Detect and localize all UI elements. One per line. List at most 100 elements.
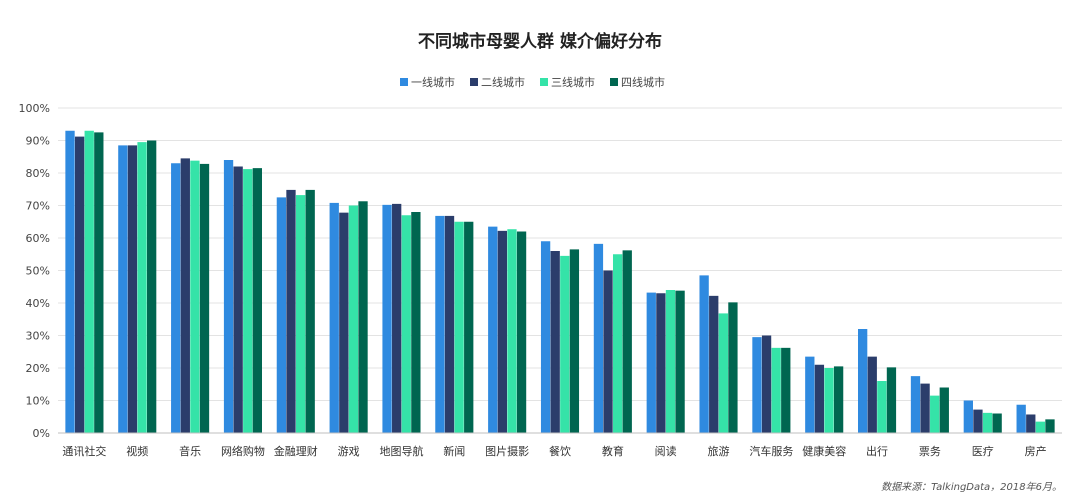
- bar: [603, 270, 613, 433]
- bar: [709, 295, 719, 433]
- bar: [656, 293, 666, 433]
- y-axis-ticks: 0% 10% 20% 30% 40% 50% 60% 70% 80% 90% 100%: [19, 102, 50, 440]
- bar: [612, 254, 623, 433]
- x-tick-label: 旅游: [708, 444, 730, 458]
- bar: [771, 347, 781, 433]
- bar: [910, 376, 921, 434]
- bar: [920, 383, 930, 433]
- x-tick-label: 教育: [602, 444, 624, 458]
- x-tick-label: 健康美容: [802, 444, 846, 458]
- x-tick-label: 出行: [866, 444, 888, 458]
- bar: [223, 160, 234, 433]
- y-tick-label: 90%: [26, 135, 50, 148]
- bar: [243, 169, 253, 433]
- bar: [1045, 419, 1055, 433]
- bar: [805, 356, 815, 434]
- bar: [454, 221, 464, 433]
- y-tick-label: 10%: [26, 395, 50, 408]
- bar: [824, 368, 834, 433]
- y-tick-label: 100%: [19, 102, 50, 115]
- bars: [65, 130, 1055, 434]
- bar: [464, 221, 474, 433]
- x-tick-label: 游戏: [338, 445, 360, 458]
- bar: [497, 230, 508, 433]
- x-tick-label: 餐饮: [549, 444, 571, 458]
- y-tick-label: 50%: [26, 265, 50, 278]
- bar: [963, 400, 973, 433]
- bar: [858, 329, 868, 433]
- y-tick-label: 40%: [26, 297, 50, 310]
- bar: [516, 231, 527, 433]
- legend-label: 一线城市: [411, 75, 455, 89]
- bar: [94, 132, 104, 434]
- bar: [199, 163, 210, 433]
- bar: [675, 290, 685, 433]
- bar: [761, 335, 772, 433]
- legend-label: 二线城市: [481, 75, 525, 89]
- x-axis-labels: 通讯社交 视频 音乐 网络购物 金融理财 游戏 地图导航 新闻 图片摄影 餐饮 教育 阅读 旅游 汽车服务…: [62, 444, 1046, 458]
- bar: [171, 163, 181, 433]
- bar: [752, 337, 762, 434]
- bar: [276, 197, 287, 434]
- bar: [252, 168, 262, 434]
- bar: [190, 160, 200, 433]
- bar: [1026, 414, 1036, 433]
- legend-swatch: [610, 78, 618, 86]
- bar: [992, 413, 1002, 433]
- bar: [339, 212, 349, 433]
- bar: [1016, 404, 1026, 433]
- x-tick-label: 汽车服务: [749, 444, 793, 458]
- legend-item: 三线城市: [540, 75, 595, 89]
- y-tick-label: 80%: [26, 167, 50, 180]
- x-tick-label: 音乐: [179, 444, 201, 458]
- bar: [127, 145, 138, 434]
- y-tick-label: 20%: [26, 362, 50, 375]
- bar: [358, 201, 368, 433]
- bar: [593, 243, 604, 433]
- x-tick-label: 地图导航: [379, 444, 423, 458]
- bar: [646, 292, 656, 433]
- x-tick-label: 通讯社交: [62, 444, 106, 458]
- legend-label: 三线城市: [551, 75, 595, 89]
- bar: [877, 381, 887, 433]
- chart-title: 不同城市母婴人群 媒介偏好分布: [418, 31, 662, 52]
- bar: [411, 212, 421, 433]
- bar: [833, 366, 844, 434]
- bar: [560, 255, 570, 434]
- legend: 一线城市 二线城市 三线城市 四线城市: [400, 75, 665, 89]
- bar: [569, 249, 580, 433]
- y-tick-label: 30%: [26, 330, 50, 343]
- x-tick-label: 图片摄影: [485, 444, 529, 458]
- bar: [982, 412, 993, 433]
- bar: [973, 409, 983, 433]
- bar: [74, 136, 85, 433]
- bar: [939, 387, 949, 433]
- y-tick-label: 60%: [26, 232, 50, 245]
- bar: [622, 250, 632, 433]
- bar: [65, 130, 75, 433]
- bar: [540, 241, 551, 433]
- legend-swatch: [540, 78, 548, 86]
- y-tick-label: 70%: [26, 200, 50, 213]
- bar: [329, 202, 339, 433]
- bar: [1035, 421, 1046, 434]
- bar: [435, 215, 445, 433]
- x-tick-label: 阅读: [655, 444, 677, 458]
- bar: [867, 356, 877, 434]
- bar: [305, 189, 315, 433]
- bar: [233, 166, 243, 433]
- bar: [401, 215, 411, 433]
- bar: [348, 205, 359, 433]
- x-tick-label: 金融理财: [274, 444, 318, 458]
- bar: [295, 195, 306, 433]
- x-tick-label: 网络购物: [221, 444, 265, 458]
- bar: [118, 145, 128, 434]
- y-tick-label: 0%: [33, 427, 50, 440]
- bar: [286, 189, 296, 433]
- bar: [488, 226, 498, 434]
- bar: [137, 142, 147, 434]
- bar: [781, 347, 791, 433]
- bar: [392, 203, 402, 434]
- bar: [665, 290, 676, 433]
